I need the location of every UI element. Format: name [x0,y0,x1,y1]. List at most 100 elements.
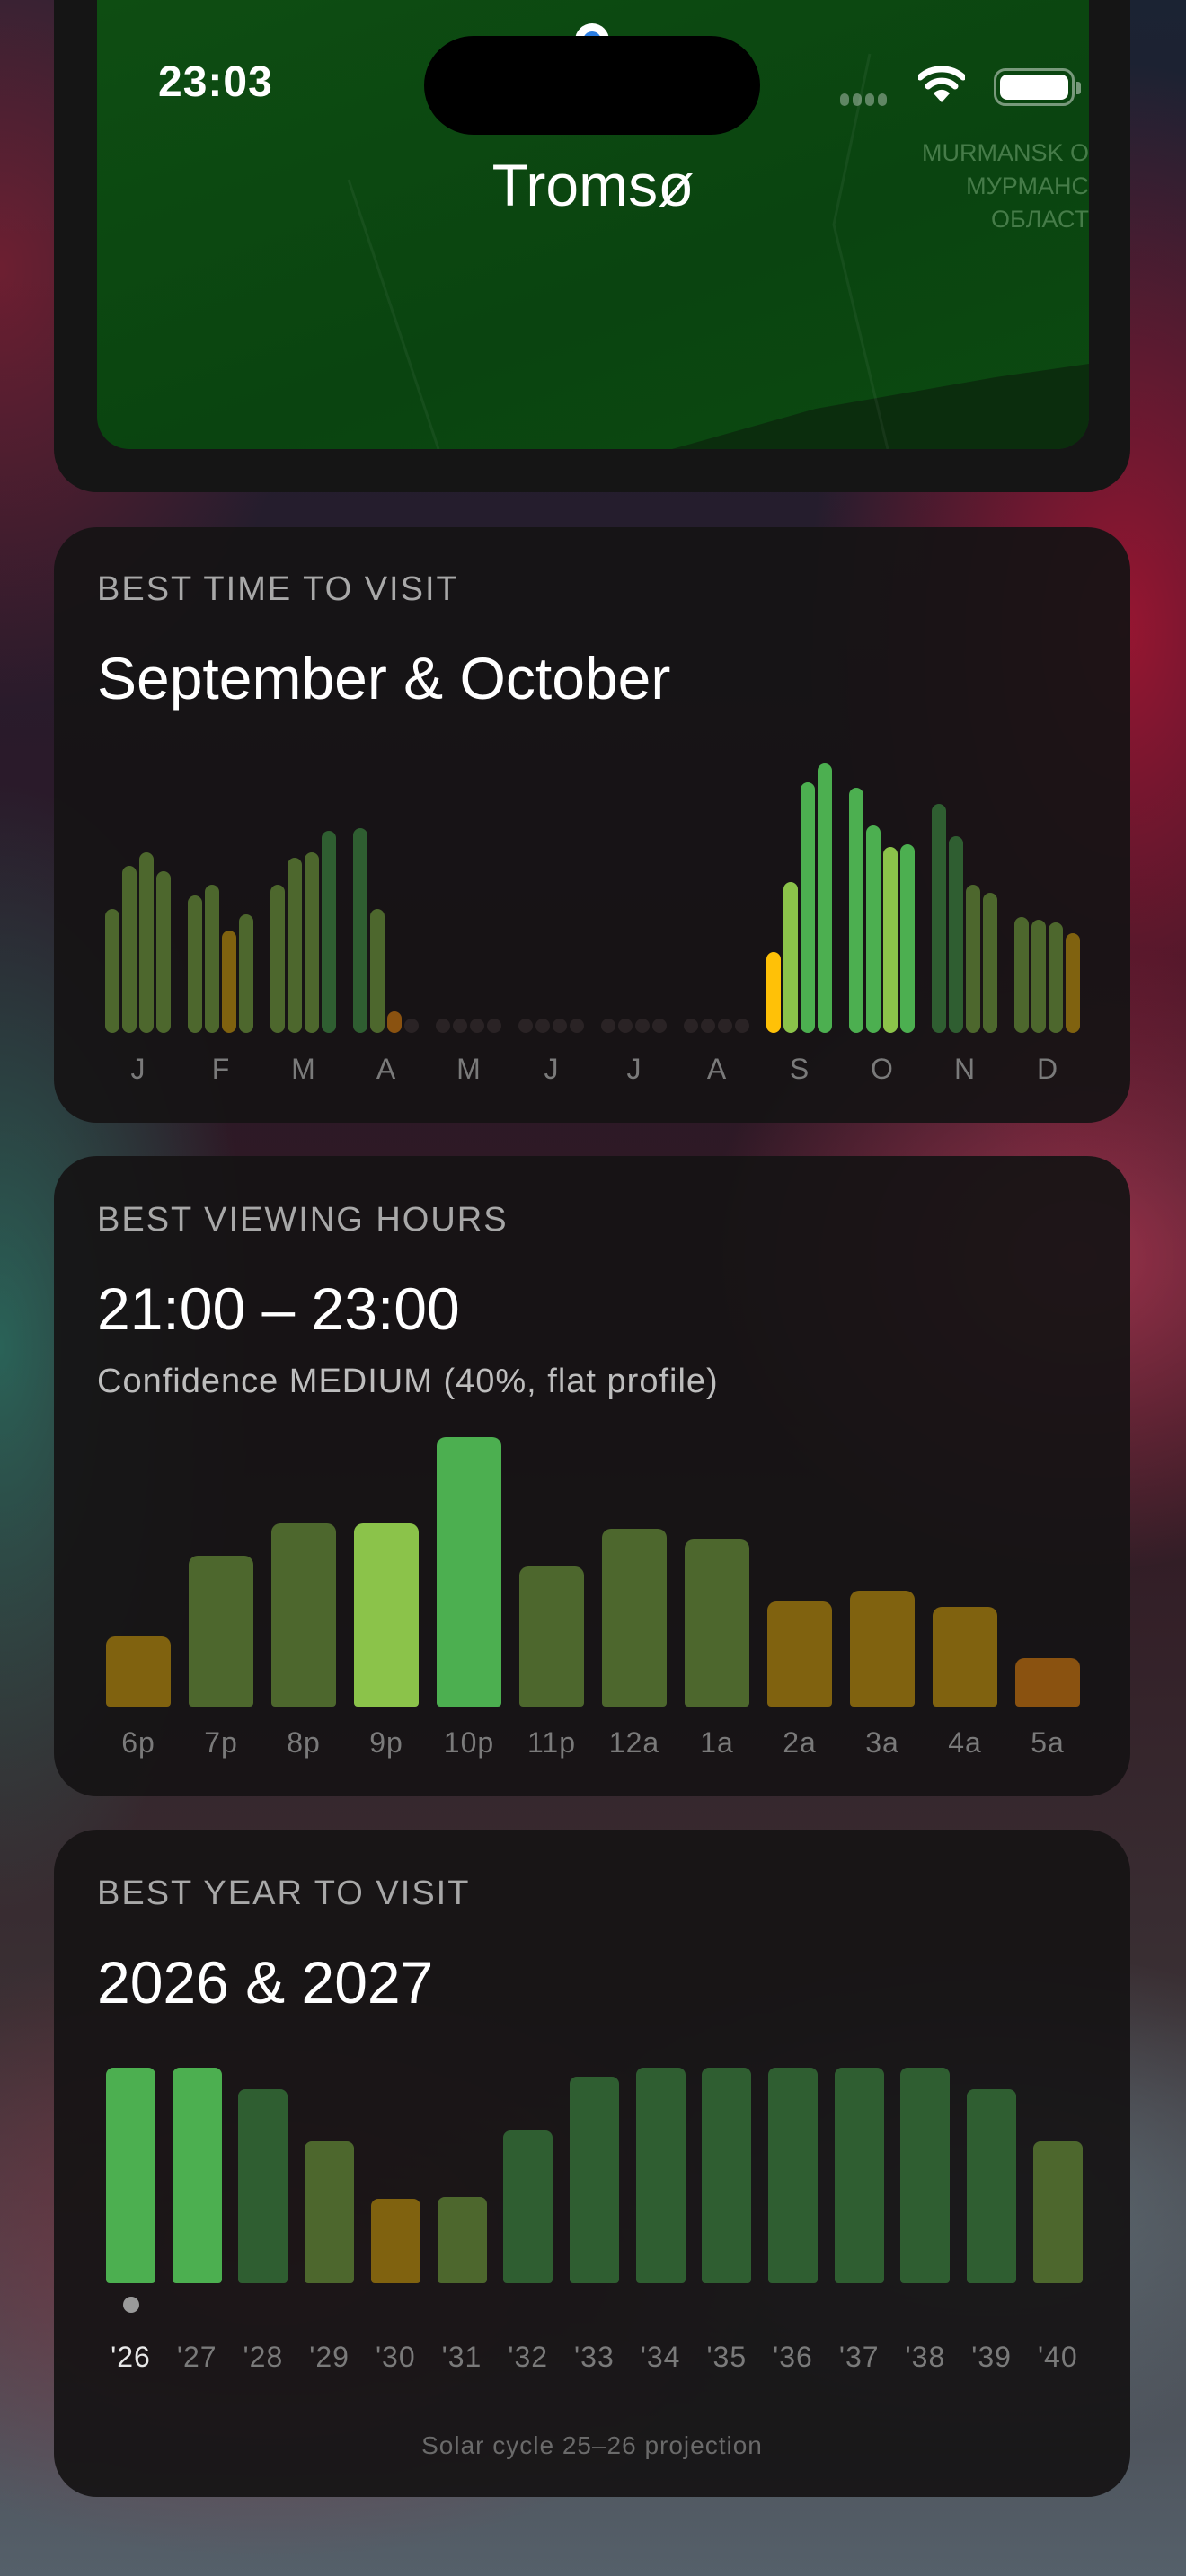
year-label: '31 [441,2341,482,2373]
current-year-dot [122,2297,139,2313]
month-bar [866,825,881,1033]
month-bar [239,914,253,1033]
hour-bar [271,1523,336,1707]
year-label: '34 [640,2341,681,2373]
month-bar-empty [735,1019,749,1033]
month-bar [1049,922,1063,1033]
confidence-text: Confidence MEDIUM (40%, flat profile) [97,1363,719,1400]
month-bar-empty [436,1019,450,1033]
month-bar [783,882,798,1033]
year-bar [106,2068,155,2283]
month-bar-empty [635,1019,650,1033]
month-bar-empty [701,1019,715,1033]
year-label: '37 [838,2341,880,2373]
hour-label: 11p [527,1726,576,1759]
best-time-value: September & October [97,645,671,711]
month-bar [222,931,236,1033]
month-bar [156,871,171,1033]
hour-label: 6p [121,1726,155,1759]
hour-label: 3a [865,1726,899,1759]
best-time-title: BEST TIME TO VISIT [97,570,459,608]
hour-bar [933,1607,997,1707]
year-label: '32 [508,2341,549,2373]
month-bar [900,844,915,1033]
month-bar [387,1011,402,1033]
month-label: J [544,1053,560,1085]
hour-bar [354,1523,419,1707]
month-label: N [953,1053,977,1085]
month-bar-empty [470,1019,484,1033]
month-label: J [626,1053,642,1085]
hour-label: 8p [287,1726,321,1759]
month-label: A [706,1053,728,1085]
month-label: M [456,1053,482,1085]
year-label: '30 [375,2341,416,2373]
hour-label: 1a [700,1726,734,1759]
month-bar-empty [453,1019,467,1033]
year-bar [305,2140,355,2283]
month-bar [370,909,385,1033]
year-bar [702,2068,752,2283]
month-bar-empty [652,1019,667,1033]
year-label: '35 [706,2341,748,2373]
year-label: '26 [111,2341,151,2373]
best-year-card: BEST YEAR TO VISIT 2026 & 2027 '26 '27 '28… [54,1830,1130,2497]
month-bar-empty [718,1019,732,1033]
month-bar [205,885,219,1033]
month-label: F [211,1053,231,1085]
year-label: '36 [773,2341,813,2373]
month-label: O [871,1053,894,1085]
hour-label: 12a [608,1726,660,1759]
dynamic-island [424,36,760,135]
year-bar [503,2130,553,2283]
month-bar [305,852,319,1033]
hour-bar [850,1591,915,1707]
month-bar [801,782,815,1033]
month-bar [966,885,980,1033]
solar-cycle-footnote: Solar cycle 25–26 projection [421,2431,763,2459]
year-label: '29 [309,2341,350,2373]
year-bar [437,2197,487,2283]
year-bar [967,2089,1017,2283]
month-bar-empty [518,1019,533,1033]
hour-bar [602,1529,667,1707]
hour-label: 4a [948,1726,982,1759]
month-bar [932,804,946,1033]
year-label: '28 [243,2341,284,2373]
month-bar-empty [684,1019,698,1033]
best-year-value: 2026 & 2027 [97,1949,434,2016]
hour-label: 5a [1031,1726,1065,1759]
hour-label: 7p [204,1726,238,1759]
best-hours-card: BEST VIEWING HOURS 21:00 – 23:00 Confide… [54,1156,1130,1796]
year-label: '39 [971,2341,1012,2373]
year-label: '27 [176,2341,217,2373]
city-name: Tromsø [491,152,695,218]
month-bar [849,788,863,1033]
hour-bar [437,1437,501,1707]
month-bar [949,836,963,1033]
month-bar-empty [404,1019,419,1033]
map-region-label: MURMANSK O МУРМАНС ОБЛАСТ [921,139,1089,233]
battery-full-icon [994,68,1081,106]
best-year-title: BEST YEAR TO VISIT [97,1875,471,1912]
best-time-card: BEST TIME TO VISIT September & October J… [54,527,1130,1123]
month-bar [883,847,898,1033]
month-bar [1066,933,1080,1033]
month-bar [1014,917,1029,1033]
cellular-signal-icon [840,93,890,110]
year-bar [569,2076,619,2283]
month-bar [288,858,302,1033]
year-bar [834,2068,884,2283]
month-label: A [376,1053,397,1085]
year-label: '38 [905,2341,946,2373]
wifi-icon [918,66,965,102]
year-bar [635,2068,686,2283]
month-bar [766,952,781,1033]
month-bar-empty [535,1019,550,1033]
year-bar [1032,2140,1083,2283]
year-bar [238,2089,288,2283]
month-bar [983,893,997,1033]
hour-label: 10p [443,1726,495,1759]
hour-bar [519,1566,584,1707]
hour-label: 9p [369,1726,403,1759]
